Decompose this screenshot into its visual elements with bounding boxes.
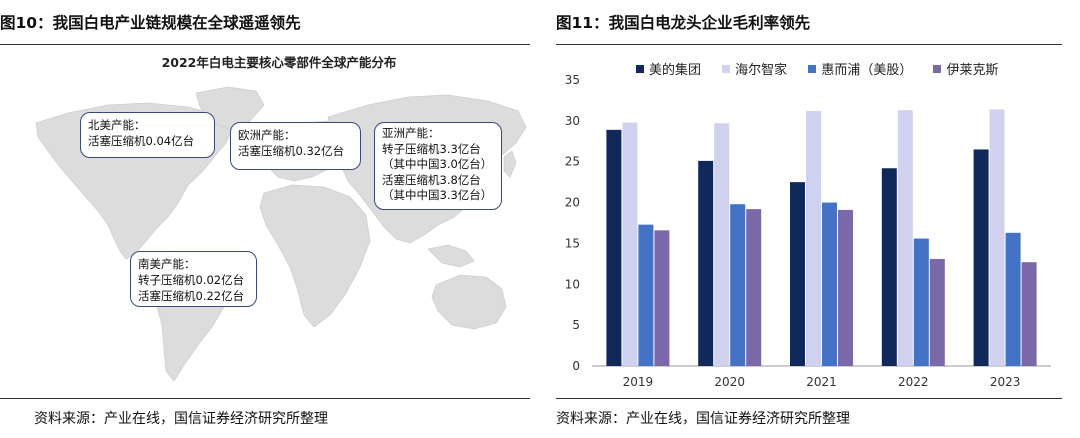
legend-item-0: 美的集团 [636, 59, 701, 78]
africa-landmass [259, 184, 371, 328]
japan-landmass [503, 150, 517, 178]
y-tick-label: 15 [565, 236, 580, 250]
figure-title-right: 图11：我国白电龙头企业毛利率领先 [556, 14, 811, 32]
callout-line: 活塞压缩机0.22亿台 [138, 289, 245, 303]
bottom-rule-left [0, 398, 530, 399]
callout-line: 南美产能： [138, 257, 196, 271]
bar [806, 111, 821, 367]
bar [654, 230, 670, 366]
southeast-asia-islands [427, 244, 475, 268]
callout-south-america: 南美产能： 转子压缩机0.02亿台 活塞压缩机0.22亿台 [130, 251, 257, 307]
world-map [35, 86, 527, 382]
chart-legend: 美的集团 海尔智家 惠而浦（美股） 伊莱克斯 [636, 59, 1015, 78]
legend-swatch-2 [808, 65, 817, 73]
bar [730, 204, 746, 366]
source-note-left: 资料来源：产业在线，国信证券经济研究所整理 [34, 411, 328, 427]
x-tick-label: 2022 [898, 375, 929, 389]
callout-line: 亚洲产能： [382, 126, 440, 140]
top-rule-left [0, 44, 530, 45]
legend-swatch-1 [722, 65, 731, 73]
callout-line: 转子压缩机3.3亿台 [382, 141, 481, 156]
map-title: 2022年白电主要核心零部件全球产能分布 [161, 55, 397, 70]
top-rule-right [556, 44, 1062, 45]
legend-label-0: 美的集团 [649, 63, 702, 78]
bar [746, 209, 762, 366]
bar [1021, 262, 1037, 366]
bar [638, 224, 654, 366]
world-map-figure: 2022年白电主要核心零部件全球产能分布 [28, 45, 530, 397]
callout-north-america: 北美产能： 活塞压缩机0.04亿台 [80, 112, 215, 158]
figure-title-left: 图10：我国白电产业链规模在全球遥遥领先 [0, 14, 301, 32]
bar [822, 202, 837, 366]
legend-item-3: 伊莱克斯 [933, 59, 998, 78]
australia-landmass [431, 274, 507, 330]
legend-label-2: 惠而浦（美股） [821, 63, 913, 78]
source-note-right: 资料来源：产业在线，国信证券经济研究所整理 [556, 411, 850, 427]
callout-line: 活塞压缩机0.04亿台 [88, 134, 195, 148]
x-tick-label: 2023 [990, 375, 1021, 389]
y-tick-label: 35 [565, 73, 580, 87]
bottom-rule-right [556, 398, 1062, 399]
callout-line: （其中中国3.3亿台） [382, 188, 493, 202]
y-tick-label: 5 [572, 318, 580, 332]
bar [913, 238, 929, 366]
bar [989, 109, 1005, 366]
x-tick-label: 2021 [806, 375, 837, 389]
legend-swatch-0 [636, 65, 644, 73]
chart-panel: 图11：我国白电龙头企业毛利率领先 美的集团 海尔智家 惠而浦（美股） 伊莱克斯… [556, 0, 1062, 438]
bar [606, 129, 622, 366]
bar [929, 258, 945, 366]
callout-line: 转子压缩机0.02亿台 [138, 273, 245, 287]
callout-line: 欧洲产能： [238, 128, 296, 142]
callout-line: 北美产能： [88, 118, 146, 132]
bar [714, 123, 730, 367]
legend-label-1: 海尔智家 [735, 63, 788, 78]
callout-asia: 亚洲产能： 转子压缩机3.3亿台 （其中中国3.0亿台） 活塞压缩机3.8亿台 … [374, 122, 502, 210]
y-tick-label: 10 [565, 277, 580, 291]
y-tick-label: 25 [565, 155, 580, 169]
bar [698, 160, 714, 366]
legend-label-3: 伊莱克斯 [946, 63, 999, 78]
bar [1005, 232, 1021, 366]
x-tick-label: 2019 [623, 375, 654, 389]
x-tick-label: 2020 [714, 375, 745, 389]
bar [897, 110, 913, 366]
map-panel: 图10：我国白电产业链规模在全球遥遥领先 [0, 0, 530, 438]
y-tick-label: 0 [572, 359, 580, 373]
legend-item-1: 海尔智家 [722, 59, 787, 78]
y-tick-label: 30 [565, 114, 580, 128]
callout-line: 活塞压缩机3.8亿台 [382, 172, 481, 187]
gross-margin-bar-chart: 0 5 10 15 20 25 30 35 2019 2020 2021 2022 2023 [565, 73, 1051, 389]
legend-item-2: 惠而浦（美股） [808, 59, 912, 78]
callout-line: 活塞压缩机0.32亿台 [238, 144, 345, 158]
bar [790, 182, 805, 366]
callout-europe: 欧洲产能： 活塞压缩机0.32亿台 [230, 122, 361, 170]
bar [838, 209, 853, 366]
bar [973, 149, 989, 366]
legend-swatch-3 [933, 65, 942, 73]
callout-line: （其中中国3.0亿台） [382, 157, 493, 171]
bar [622, 122, 638, 367]
y-tick-label: 20 [565, 196, 580, 210]
bar [881, 168, 897, 366]
